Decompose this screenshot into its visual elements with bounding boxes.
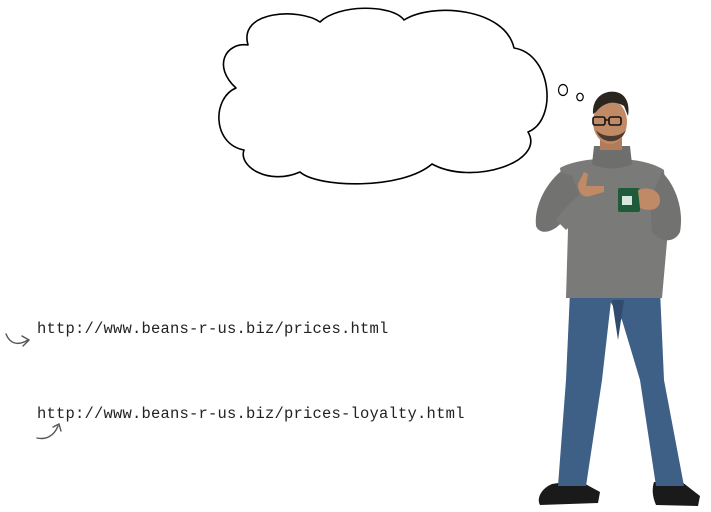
thought-dot-large	[557, 83, 569, 97]
man-holding-mug-icon	[535, 91, 700, 506]
right-shoe	[652, 482, 700, 506]
thought-bubble	[218, 7, 584, 185]
pointing-hand	[578, 172, 604, 197]
left-shoe	[538, 480, 600, 505]
mug-hand	[638, 188, 660, 210]
hair	[592, 91, 629, 116]
left-forearm	[556, 190, 596, 230]
arrow-right-icon	[5, 333, 29, 345]
sweater-collar	[592, 146, 632, 169]
jeans-shade	[612, 300, 624, 340]
arrow-up-icon	[36, 425, 59, 440]
thought-dot-small	[576, 92, 584, 102]
glasses-icon	[592, 116, 622, 126]
beard	[596, 130, 626, 142]
right-arm	[650, 172, 682, 241]
url-prices-loyalty: http://www.beans-r-us.biz/prices-loyalty…	[37, 405, 465, 423]
head	[593, 100, 627, 144]
right-leg	[604, 290, 684, 486]
left-leg	[558, 292, 612, 486]
arrow-right-head	[21, 335, 31, 347]
url-prices: http://www.beans-r-us.biz/prices.html	[37, 320, 389, 338]
arrow-up-head	[52, 422, 62, 432]
left-arm	[535, 172, 580, 232]
thought-cloud-shape	[218, 7, 548, 185]
